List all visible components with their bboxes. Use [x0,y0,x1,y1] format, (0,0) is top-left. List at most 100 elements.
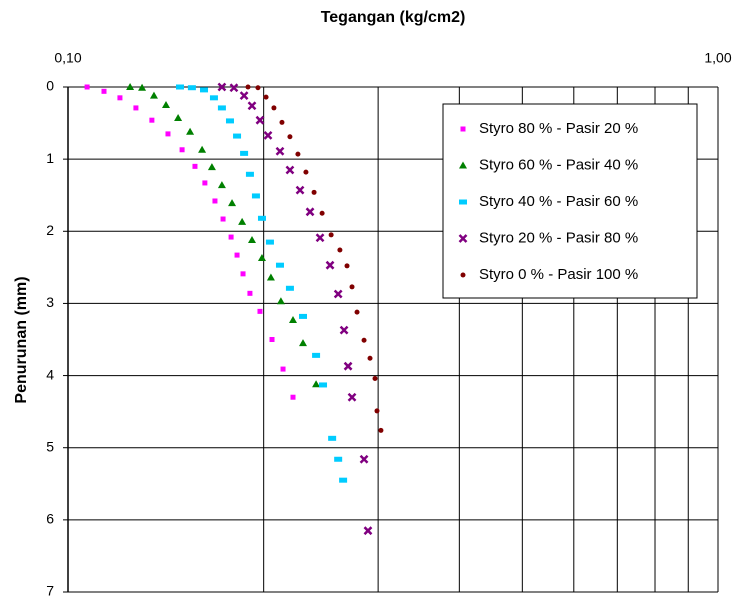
point [275,262,284,268]
point [319,382,328,388]
point [247,290,253,296]
point [312,352,321,358]
point [257,215,266,221]
point [361,337,367,343]
point [295,151,301,157]
point [312,380,321,388]
point [255,85,261,91]
point [328,435,337,441]
y-tick-label: 3 [46,294,54,310]
point [187,85,196,91]
point [228,199,237,207]
point [263,94,269,100]
point [319,210,325,216]
point [245,171,254,177]
point [234,252,240,258]
point [266,273,275,281]
x-tick-label: 1,00 [704,50,731,66]
point [305,207,315,217]
point [179,147,185,153]
point [251,193,260,199]
point [333,289,343,299]
point [269,337,275,342]
point [186,127,195,135]
point [359,454,369,464]
point [275,146,285,156]
legend-marker [460,126,466,132]
point [238,217,247,225]
point [265,239,274,245]
chart-title: Tegangan (kg/cm2) [321,9,466,26]
y-tick-label: 7 [46,583,54,599]
point [240,150,249,156]
point [225,118,234,124]
point [202,180,208,186]
point [149,117,155,123]
y-tick-label: 2 [46,222,54,238]
point [165,131,171,137]
point [200,87,209,93]
point [255,115,265,125]
point [138,83,147,91]
y-tick-label: 4 [46,366,54,382]
point [228,234,234,240]
legend-label: Styro 60 % - Pasir 40 % [479,156,638,173]
legend-marker [460,272,466,278]
point [217,82,227,92]
point [285,285,294,291]
point [343,361,353,371]
legend-marker [458,234,468,243]
point [117,95,123,101]
point [285,165,295,175]
point [84,84,90,90]
point [328,232,334,238]
point [344,263,350,269]
point [161,101,170,109]
point [220,216,226,222]
point [176,84,185,90]
point [245,84,251,90]
legend-label: Styro 0 % - Pasir 100 % [479,266,638,283]
point [198,145,207,153]
point [271,105,277,111]
point [325,260,335,270]
point [311,189,317,195]
y-tick-label: 6 [46,511,54,527]
point [126,83,135,90]
legend-marker [459,199,467,205]
point [257,253,266,261]
point [207,163,216,171]
y-tick-label: 5 [46,438,54,454]
point [315,233,325,243]
point [209,95,218,101]
point [192,163,198,169]
point [287,134,293,140]
point [334,456,343,462]
point [378,427,384,433]
point [289,316,298,324]
point [279,119,285,125]
point [247,235,256,243]
point [239,91,249,101]
point [295,185,305,195]
point [354,309,360,315]
point [290,394,296,400]
point [337,247,343,253]
point [299,339,308,347]
point [229,83,239,93]
point [101,88,107,94]
point [174,114,183,122]
point [257,308,263,314]
point [217,181,226,189]
point [303,169,309,175]
point [347,392,357,402]
point [339,477,348,483]
point [374,408,380,414]
point [372,375,378,381]
y-tick-label: 0 [46,78,54,94]
point [263,130,273,140]
point [247,101,257,111]
legend-box [442,103,698,299]
x-tick-label: 0,10 [54,50,81,66]
y-tick-label: 1 [46,150,54,166]
